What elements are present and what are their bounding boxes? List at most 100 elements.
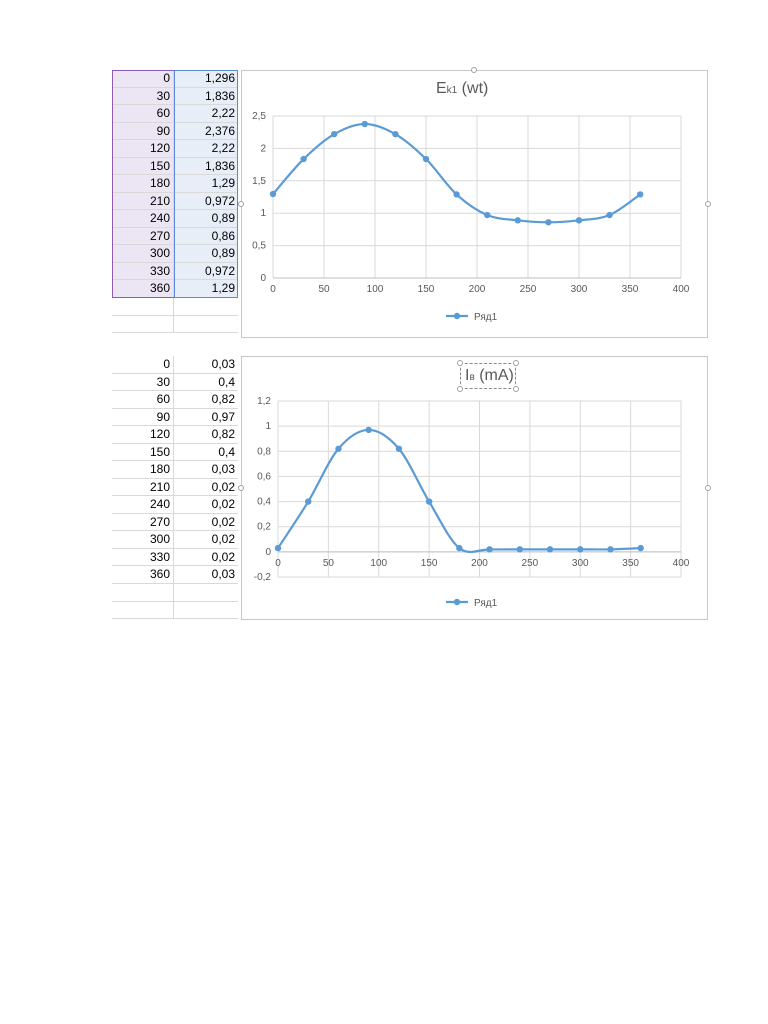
cell-angle[interactable]: 0 xyxy=(112,356,174,373)
cell-value[interactable]: 1,29 xyxy=(174,175,238,192)
cell-angle[interactable]: 60 xyxy=(112,105,174,122)
table-row[interactable]: 120 0,82 xyxy=(112,426,238,444)
cell-angle[interactable]: 180 xyxy=(112,461,174,478)
empty-cell[interactable] xyxy=(112,601,174,618)
cell-angle[interactable]: 360 xyxy=(112,566,174,583)
title-handle[interactable] xyxy=(457,360,463,366)
empty-row[interactable] xyxy=(112,298,238,316)
table-row[interactable]: 150 1,836 xyxy=(112,157,238,175)
empty-cell[interactable] xyxy=(112,315,174,332)
table-row[interactable]: 60 2,22 xyxy=(112,105,238,123)
cell-angle[interactable]: 300 xyxy=(112,245,174,262)
cell-value[interactable]: 0,86 xyxy=(174,227,238,244)
empty-row[interactable] xyxy=(112,601,238,619)
title-handle[interactable] xyxy=(513,386,519,392)
cell-angle[interactable]: 30 xyxy=(112,373,174,390)
cell-angle[interactable]: 330 xyxy=(112,262,174,279)
cell-value[interactable]: 0,02 xyxy=(211,479,235,494)
empty-cell[interactable] xyxy=(174,316,238,333)
empty-cell[interactable] xyxy=(174,298,238,315)
cell-value[interactable]: 1,296 xyxy=(174,70,238,87)
cell-value[interactable]: 2,376 xyxy=(174,122,238,139)
table-row[interactable]: 90 0,97 xyxy=(112,408,238,426)
cell-value[interactable]: 0,972 xyxy=(174,192,238,209)
cell-angle[interactable]: 210 xyxy=(112,478,174,495)
table-row[interactable]: 300 0,89 xyxy=(112,245,238,263)
empty-cell[interactable] xyxy=(112,298,174,315)
cell-value[interactable]: 0,03 xyxy=(211,357,235,371)
empty-cell[interactable] xyxy=(112,584,174,601)
cell-value[interactable]: 0,82 xyxy=(211,427,235,441)
cell-value[interactable]: 2,22 xyxy=(174,105,238,122)
table-row[interactable]: 30 1,836 xyxy=(112,87,238,105)
cell-value[interactable]: 0,82 xyxy=(211,392,235,406)
table-row[interactable]: 180 1,29 xyxy=(112,175,238,193)
resize-handle-right[interactable] xyxy=(705,485,711,491)
table-row[interactable]: 240 0,89 xyxy=(112,210,238,228)
cell-angle[interactable]: 210 xyxy=(112,192,174,209)
cell-angle[interactable]: 360 xyxy=(112,280,174,297)
table-row[interactable]: 210 0,972 xyxy=(112,192,238,210)
cell-value[interactable]: 0,03 xyxy=(211,462,235,476)
cell-value[interactable]: 1,29 xyxy=(174,280,238,297)
table-row[interactable]: 30 0,4 xyxy=(112,373,238,391)
table-row[interactable]: 330 0,02 xyxy=(112,548,238,566)
table-row[interactable]: 270 0,86 xyxy=(112,227,238,245)
cell-value[interactable]: 1,836 xyxy=(174,87,238,104)
cell-angle[interactable]: 60 xyxy=(112,391,174,408)
table-row[interactable]: 360 0,03 xyxy=(112,566,238,584)
cell-value[interactable]: 0,4 xyxy=(218,444,235,459)
cell-angle[interactable]: 150 xyxy=(112,443,174,460)
cell-angle[interactable]: 300 xyxy=(112,531,174,548)
table-row[interactable]: 270 0,02 xyxy=(112,513,238,531)
cell-value[interactable]: 0,97 xyxy=(211,409,235,424)
table-row[interactable]: 150 0,4 xyxy=(112,443,238,461)
table-row[interactable]: 90 2,376 xyxy=(112,122,238,140)
cell-value[interactable]: 2,22 xyxy=(174,140,238,157)
table-row[interactable]: 120 2,22 xyxy=(112,140,238,158)
empty-cell[interactable] xyxy=(174,584,238,601)
cell-value[interactable]: 0,89 xyxy=(174,210,238,227)
cell-angle[interactable]: 180 xyxy=(112,175,174,192)
table-row[interactable]: 60 0,82 xyxy=(112,391,238,409)
cell-angle[interactable]: 240 xyxy=(112,496,174,513)
cell-value[interactable]: 0,02 xyxy=(211,497,235,511)
cell-angle[interactable]: 120 xyxy=(112,426,174,443)
cell-angle[interactable]: 90 xyxy=(112,408,174,425)
empty-cell[interactable] xyxy=(174,602,238,619)
cell-angle[interactable]: 330 xyxy=(112,548,174,565)
cell-angle[interactable]: 270 xyxy=(112,513,174,530)
chart-title-2[interactable]: Iв (mA) xyxy=(457,360,519,392)
cell-angle[interactable]: 0 xyxy=(112,70,174,87)
cell-value[interactable]: 0,972 xyxy=(174,262,238,279)
cell-angle[interactable]: 120 xyxy=(112,140,174,157)
table-row[interactable]: 210 0,02 xyxy=(112,478,238,496)
cell-value[interactable]: 0,89 xyxy=(174,245,238,262)
resize-handle-left[interactable] xyxy=(238,201,244,207)
table-row[interactable]: 0 1,296 xyxy=(112,70,238,88)
title-handle[interactable] xyxy=(513,360,519,366)
chart-frame-2[interactable] xyxy=(238,356,711,620)
table-row[interactable]: 0 0,03 xyxy=(112,356,238,374)
cell-value[interactable]: 0,02 xyxy=(211,532,235,546)
cell-angle[interactable]: 270 xyxy=(112,227,174,244)
table-row[interactable]: 300 0,02 xyxy=(112,531,238,549)
cell-value[interactable]: 0,4 xyxy=(218,374,235,389)
cell-angle[interactable]: 90 xyxy=(112,122,174,139)
cell-angle[interactable]: 150 xyxy=(112,157,174,174)
chart-frame-1[interactable] xyxy=(238,67,711,338)
cell-value[interactable]: 0,03 xyxy=(211,567,235,581)
empty-row[interactable] xyxy=(112,584,238,602)
resize-handle-top[interactable] xyxy=(471,67,477,73)
resize-handle-left[interactable] xyxy=(238,485,244,491)
table-row[interactable]: 360 1,29 xyxy=(112,280,238,298)
resize-handle-right[interactable] xyxy=(705,201,711,207)
cell-value[interactable]: 0,02 xyxy=(211,514,235,529)
cell-value[interactable]: 1,836 xyxy=(174,157,238,174)
table-row[interactable]: 240 0,02 xyxy=(112,496,238,514)
table-row[interactable]: 330 0,972 xyxy=(112,262,238,280)
cell-angle[interactable]: 30 xyxy=(112,87,174,104)
cell-value[interactable]: 0,02 xyxy=(211,549,235,564)
empty-row[interactable] xyxy=(112,315,238,333)
cell-angle[interactable]: 240 xyxy=(112,210,174,227)
